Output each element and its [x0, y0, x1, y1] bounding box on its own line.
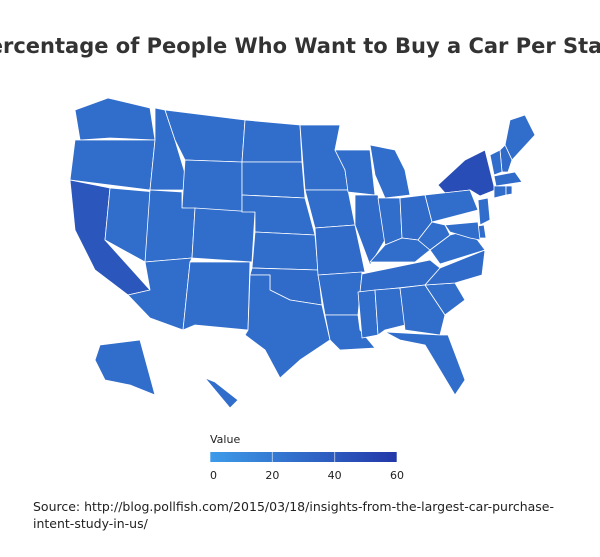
state	[399, 284, 446, 336]
state	[314, 224, 366, 276]
state	[424, 249, 486, 286]
state	[182, 261, 251, 331]
state	[244, 274, 331, 379]
state	[127, 257, 193, 331]
state	[94, 339, 239, 409]
state	[324, 314, 376, 351]
legend-tick-label: 40	[328, 469, 342, 482]
state	[493, 185, 507, 199]
legend-tick-label: 60	[390, 469, 404, 482]
state	[417, 221, 451, 251]
legend-tick-label: 0	[210, 469, 217, 482]
state	[334, 149, 376, 196]
state	[317, 271, 363, 316]
state	[74, 97, 156, 141]
state	[504, 114, 536, 161]
state	[374, 287, 406, 336]
state	[357, 289, 379, 339]
states	[69, 97, 536, 409]
state	[424, 189, 479, 223]
legend-tick-label: 20	[265, 469, 279, 482]
legend-gradient	[210, 452, 397, 462]
state	[354, 194, 386, 266]
state	[477, 197, 491, 226]
state	[493, 171, 523, 187]
state	[241, 161, 306, 199]
chart-title: Percentage of People Who Want to Buy a C…	[0, 34, 600, 58]
state	[251, 231, 319, 271]
state	[369, 144, 411, 199]
state	[241, 119, 303, 163]
state	[384, 331, 466, 396]
legend-ticks: 0 20 40 60	[209, 452, 404, 482]
state	[444, 221, 481, 241]
state	[181, 159, 243, 213]
state	[304, 189, 356, 229]
legend-title: Value	[210, 433, 240, 446]
source-note: Source: http://blog.pollfish.com/2015/03…	[33, 499, 555, 531]
state	[191, 207, 256, 263]
state	[489, 149, 503, 176]
state	[437, 149, 496, 197]
state	[505, 185, 513, 196]
